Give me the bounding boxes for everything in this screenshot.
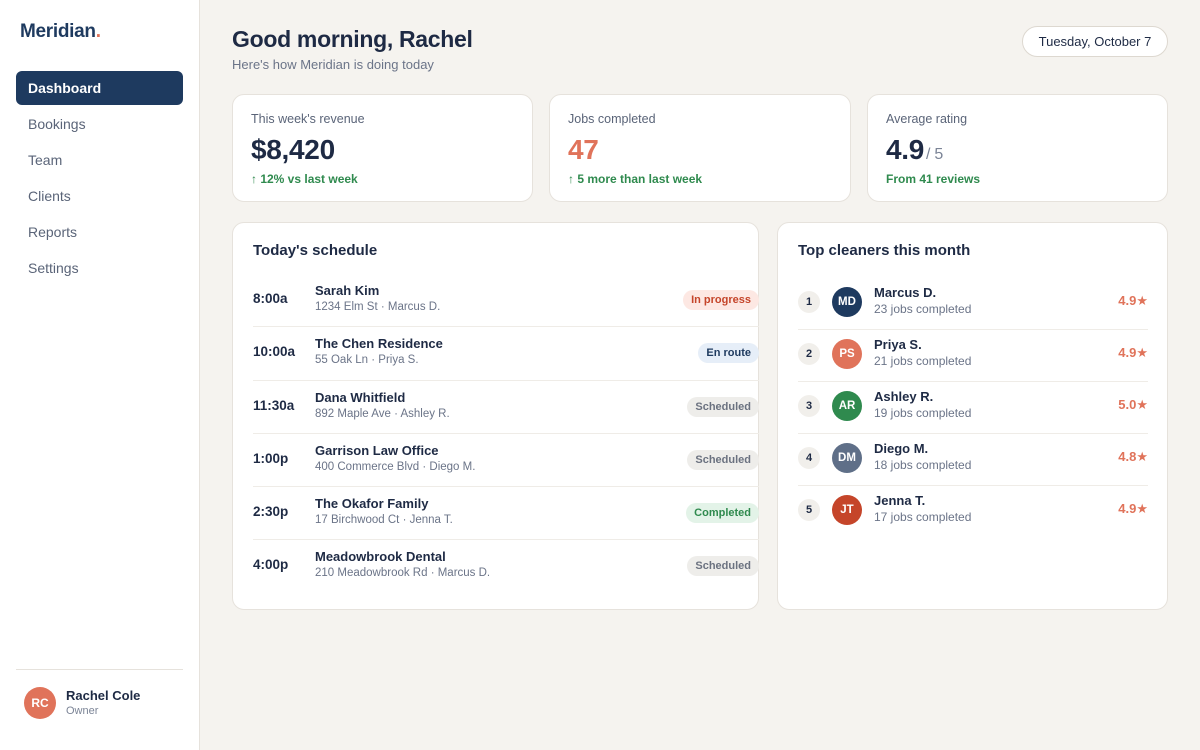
cleaner-name: Ashley R.: [874, 389, 934, 404]
avatar: JT: [832, 495, 862, 525]
schedule-client: Meadowbrook Dental: [315, 549, 446, 565]
cleaner-jobs: 18 jobs completed: [874, 458, 972, 472]
list-item[interactable]: 3 AR Ashley R. 19 jobs completed 5.0★: [798, 382, 1148, 434]
list-item[interactable]: 2 PS Priya S. 21 jobs completed 4.9★: [798, 330, 1148, 382]
sidebar-item-settings[interactable]: Settings: [28, 260, 79, 276]
rank-badge: 3: [798, 395, 820, 417]
list-item[interactable]: 1 MD Marcus D. 23 jobs completed 4.9★: [798, 278, 1148, 330]
schedule-time: 10:00a: [253, 344, 296, 360]
avatar: PS: [832, 339, 862, 369]
schedule-time: 11:30a: [253, 397, 295, 413]
stat-value: 4.9: [886, 134, 925, 165]
user-name: Rachel Cole: [66, 688, 141, 703]
brand-dot: .: [95, 21, 101, 42]
status-badge: In progress: [683, 290, 759, 310]
list-item[interactable]: 10:00a The Chen Residence 55 Oak Ln · Pr…: [253, 327, 759, 381]
rank-badge: 4: [798, 447, 820, 469]
status-badge: Scheduled: [687, 556, 759, 577]
rank-badge: 2: [798, 343, 820, 365]
avatar: AR: [832, 391, 862, 421]
schedule-client: Garrison Law Office: [315, 442, 439, 458]
avatar: MD: [832, 287, 862, 317]
stat-value: $8,420: [251, 134, 335, 165]
schedule-client: Dana Whitfield: [315, 389, 406, 405]
stat-delta: ↑ 5 more than last week: [568, 172, 703, 186]
sidebar-item-clients[interactable]: Clients: [28, 188, 71, 204]
cleaner-name: Priya S.: [874, 337, 922, 352]
revenue-card: This week's revenue $8,420 ↑ 12% vs last…: [232, 94, 533, 202]
schedule-panel: Today's schedule 8:00a Sarah Kim 1234 El…: [232, 222, 759, 610]
sidebar-item-team[interactable]: Team: [28, 152, 63, 168]
schedule-detail: 400 Commerce Blvd · Diego M.: [315, 460, 476, 473]
stat-label: Average rating: [886, 112, 968, 126]
schedule-list: 8:00a Sarah Kim 1234 Elm St · Marcus D. …: [253, 274, 759, 594]
schedule-client: The Okafor Family: [315, 496, 429, 512]
schedule-detail: 1234 Elm St · Marcus D.: [315, 301, 441, 313]
cleaner-rating: 4.9★: [1118, 293, 1148, 308]
cleaner-name: Jenna T.: [874, 493, 926, 508]
page-subtitle: Here's how Meridian is doing today: [232, 57, 434, 72]
brand-logo[interactable]: Meridian.: [20, 21, 101, 43]
cleaner-jobs: 23 jobs completed: [874, 302, 972, 316]
top-cleaners-list: 1 MD Marcus D. 23 jobs completed 4.9★ 2 …: [798, 278, 1148, 538]
stat-suffix: / 5: [926, 146, 943, 163]
status-badge: Completed: [686, 503, 759, 524]
brand-name: Meridian: [20, 21, 96, 42]
schedule-detail: 55 Oak Ln · Priya S.: [315, 354, 419, 367]
stat-value-wrap: 4.9/ 5: [886, 134, 943, 166]
date-pill[interactable]: Tuesday, October 7: [1022, 26, 1168, 57]
cleaner-rating: 4.9★: [1118, 345, 1148, 360]
stat-label: This week's revenue: [251, 112, 365, 126]
panel-title: Today's schedule: [253, 242, 378, 259]
rank-badge: 1: [798, 291, 820, 313]
cleaner-rating: 4.8★: [1118, 449, 1148, 464]
schedule-client: Sarah Kim: [315, 283, 380, 298]
sidebar: Meridian. Dashboard Bookings Team Client…: [0, 0, 200, 750]
top-cleaners-panel: Top cleaners this month 1 MD Marcus D. 2…: [777, 222, 1168, 610]
rating-card: Average rating 4.9/ 5 From 41 reviews: [867, 94, 1168, 202]
stat-delta: From 41 reviews: [886, 172, 981, 186]
cleaner-name: Diego M.: [874, 441, 929, 456]
schedule-time: 8:00a: [253, 291, 288, 306]
schedule-time: 4:00p: [253, 557, 289, 573]
sidebar-item-reports[interactable]: Reports: [28, 224, 78, 240]
cleaner-jobs: 19 jobs completed: [874, 406, 972, 420]
panel-title: Top cleaners this month: [798, 242, 971, 259]
avatar: DM: [832, 443, 862, 473]
cleaner-name: Marcus D.: [874, 285, 937, 300]
schedule-detail: 210 Meadowbrook Rd · Marcus D.: [315, 567, 491, 580]
sidebar-item-dashboard[interactable]: Dashboard: [16, 71, 183, 105]
list-item[interactable]: 8:00a Sarah Kim 1234 Elm St · Marcus D. …: [253, 274, 759, 328]
list-item[interactable]: 11:30a Dana Whitfield 892 Maple Ave · As…: [253, 381, 759, 434]
user-avatar: RC: [24, 687, 56, 719]
cleaner-jobs: 21 jobs completed: [874, 354, 972, 368]
status-badge: Scheduled: [687, 396, 759, 417]
sidebar-nav: Dashboard Bookings Team Clients Reports …: [16, 71, 183, 287]
page-title: Good morning, Rachel: [232, 26, 473, 52]
schedule-client: The Chen Residence: [315, 336, 443, 352]
status-badge: Scheduled: [687, 449, 759, 470]
list-item[interactable]: 4 DM Diego M. 18 jobs completed 4.8★: [798, 434, 1148, 486]
schedule-time: 1:00p: [253, 450, 289, 466]
stat-label: Jobs completed: [568, 112, 656, 126]
schedule-time: 2:30p: [253, 504, 289, 520]
cleaner-rating: 4.9★: [1118, 501, 1148, 516]
list-item[interactable]: 1:00p Garrison Law Office 400 Commerce B…: [253, 434, 759, 488]
status-badge: En route: [698, 343, 759, 364]
rank-badge: 5: [798, 499, 820, 521]
jobs-card: Jobs completed 47 ↑ 5 more than last wee…: [549, 94, 851, 202]
cleaner-rating: 5.0★: [1118, 397, 1148, 412]
list-item[interactable]: 4:00p Meadowbrook Dental 210 Meadowbrook…: [253, 540, 759, 593]
user-profile[interactable]: RC Rachel Cole Owner: [16, 669, 183, 750]
schedule-detail: 17 Birchwood Ct · Jenna T.: [315, 514, 453, 527]
stat-delta: ↑ 12% vs last week: [251, 172, 358, 186]
list-item[interactable]: 2:30p The Okafor Family 17 Birchwood Ct …: [253, 487, 759, 541]
sidebar-item-bookings[interactable]: Bookings: [28, 116, 86, 132]
list-item[interactable]: 5 JT Jenna T. 17 jobs completed 4.9★: [798, 486, 1148, 538]
schedule-detail: 892 Maple Ave · Ashley R.: [315, 407, 450, 420]
cleaner-jobs: 17 jobs completed: [874, 510, 972, 524]
user-role: Owner: [66, 705, 99, 717]
stat-value: 47: [568, 134, 599, 165]
